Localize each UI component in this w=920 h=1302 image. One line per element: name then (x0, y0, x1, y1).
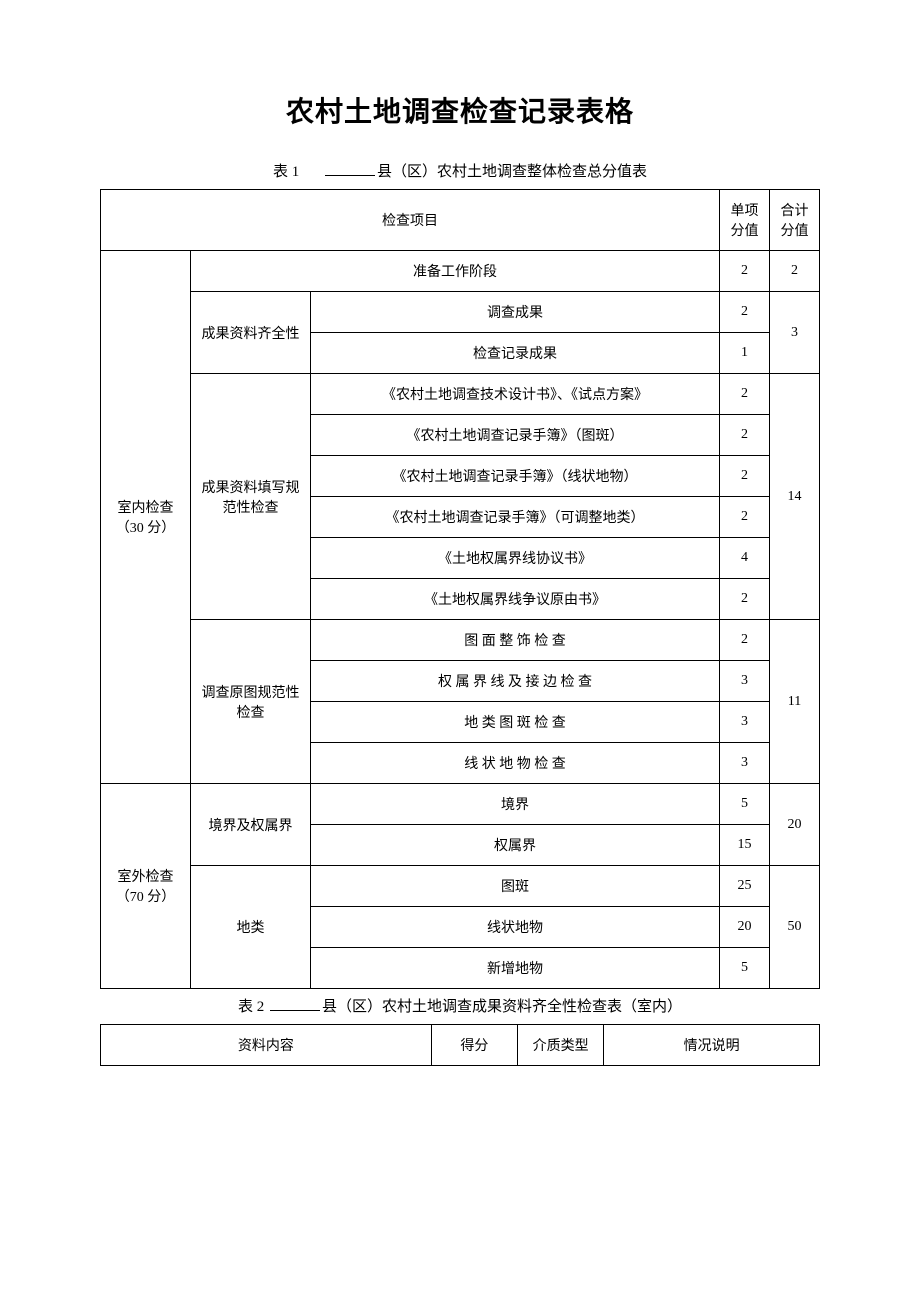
normative-score-4: 4 (720, 538, 770, 579)
boundary-score-1: 15 (720, 825, 770, 866)
land-type-item-1: 线状地物 (311, 907, 720, 948)
t2-header-content: 资料内容 (101, 1025, 432, 1066)
original-map-item-2: 地 类 图 斑 检 查 (311, 702, 720, 743)
original-map-item-3: 线 状 地 物 检 查 (311, 743, 720, 784)
table1-caption-label: 表 1 (273, 164, 299, 180)
table-row: 成果资料填写规范性检查 《农村土地调查技术设计书》、《试点方案》 2 14 (101, 374, 820, 415)
table1-blank-field[interactable] (325, 161, 375, 176)
header-item: 检查项目 (101, 190, 720, 251)
table2-caption-label: 表 2 (238, 999, 264, 1015)
prep-total: 2 (770, 251, 820, 292)
normative-label: 成果资料填写规范性检查 (191, 374, 311, 620)
land-type-score-1: 20 (720, 907, 770, 948)
boundary-item-0: 境界 (311, 784, 720, 825)
table2-caption: 表 2 县（区）农村土地调查成果资料齐全性检查表（室内） (100, 995, 820, 1016)
table-row: 室外检查（70 分） 境界及权属界 境界 5 20 (101, 784, 820, 825)
normative-score-3: 2 (720, 497, 770, 538)
document-title: 农村土地调查检查记录表格 (100, 90, 820, 130)
table1-caption-text: 县（区）农村土地调查整体检查总分值表 (377, 164, 647, 180)
land-type-label: 地类 (191, 866, 311, 989)
original-map-item-1: 权 属 界 线 及 接 边 检 查 (311, 661, 720, 702)
land-type-total: 50 (770, 866, 820, 989)
completeness-score-1: 1 (720, 333, 770, 374)
original-map-score-2: 3 (720, 702, 770, 743)
original-map-score-3: 3 (720, 743, 770, 784)
table2-caption-text: 县（区）农村土地调查成果资料齐全性检查表（室内） (322, 999, 682, 1015)
original-map-score-0: 2 (720, 620, 770, 661)
table2-header-row: 资料内容 得分 介质类型 情况说明 (101, 1025, 820, 1066)
normative-score-5: 2 (720, 579, 770, 620)
land-type-score-0: 25 (720, 866, 770, 907)
normative-score-2: 2 (720, 456, 770, 497)
t2-header-score: 得分 (431, 1025, 517, 1066)
table2-blank-field[interactable] (270, 996, 320, 1011)
completeness-label: 成果资料齐全性 (191, 292, 311, 374)
table1-caption: 表 1 县（区）农村土地调查整体检查总分值表 (100, 160, 820, 181)
boundary-item-1: 权属界 (311, 825, 720, 866)
land-type-score-2: 5 (720, 948, 770, 989)
prep-score: 2 (720, 251, 770, 292)
t2-header-media-type: 介质类型 (518, 1025, 604, 1066)
boundary-score-0: 5 (720, 784, 770, 825)
completeness-item-0: 调查成果 (311, 292, 720, 333)
normative-total: 14 (770, 374, 820, 620)
indoor-label: 室内检查（30 分） (101, 251, 191, 784)
outdoor-label: 室外检查（70 分） (101, 784, 191, 989)
original-map-score-1: 3 (720, 661, 770, 702)
table-row: 室内检查（30 分） 准备工作阶段 2 2 (101, 251, 820, 292)
land-type-item-2: 新增地物 (311, 948, 720, 989)
normative-item-1: 《农村土地调查记录手簿》（图斑） (311, 415, 720, 456)
boundary-label: 境界及权属界 (191, 784, 311, 866)
normative-item-0: 《农村土地调查技术设计书》、《试点方案》 (311, 374, 720, 415)
normative-item-2: 《农村土地调查记录手簿》（线状地物） (311, 456, 720, 497)
completeness-score-0: 2 (720, 292, 770, 333)
t2-header-notes: 情况说明 (604, 1025, 820, 1066)
land-type-item-0: 图斑 (311, 866, 720, 907)
normative-score-0: 2 (720, 374, 770, 415)
boundary-total: 20 (770, 784, 820, 866)
normative-item-4: 《土地权属界线协议书》 (311, 538, 720, 579)
normative-score-1: 2 (720, 415, 770, 456)
normative-item-3: 《农村土地调查记录手簿》（可调整地类） (311, 497, 720, 538)
normative-item-5: 《土地权属界线争议原由书》 (311, 579, 720, 620)
table-row: 成果资料齐全性 调查成果 2 3 (101, 292, 820, 333)
table-row: 调查原图规范性检查 图 面 整 饰 检 查 2 11 (101, 620, 820, 661)
completeness-item-1: 检查记录成果 (311, 333, 720, 374)
table2: 资料内容 得分 介质类型 情况说明 (100, 1024, 820, 1066)
table-row: 地类 图斑 25 50 (101, 866, 820, 907)
original-map-total: 11 (770, 620, 820, 784)
prep-label: 准备工作阶段 (191, 251, 720, 292)
completeness-total: 3 (770, 292, 820, 374)
original-map-label: 调查原图规范性检查 (191, 620, 311, 784)
original-map-item-0: 图 面 整 饰 检 查 (311, 620, 720, 661)
table1-header-row: 检查项目 单项分值 合计分值 (101, 190, 820, 251)
table1: 检查项目 单项分值 合计分值 室内检查（30 分） 准备工作阶段 2 2 成果资… (100, 189, 820, 989)
header-single-score: 单项分值 (720, 190, 770, 251)
header-total-score: 合计分值 (770, 190, 820, 251)
